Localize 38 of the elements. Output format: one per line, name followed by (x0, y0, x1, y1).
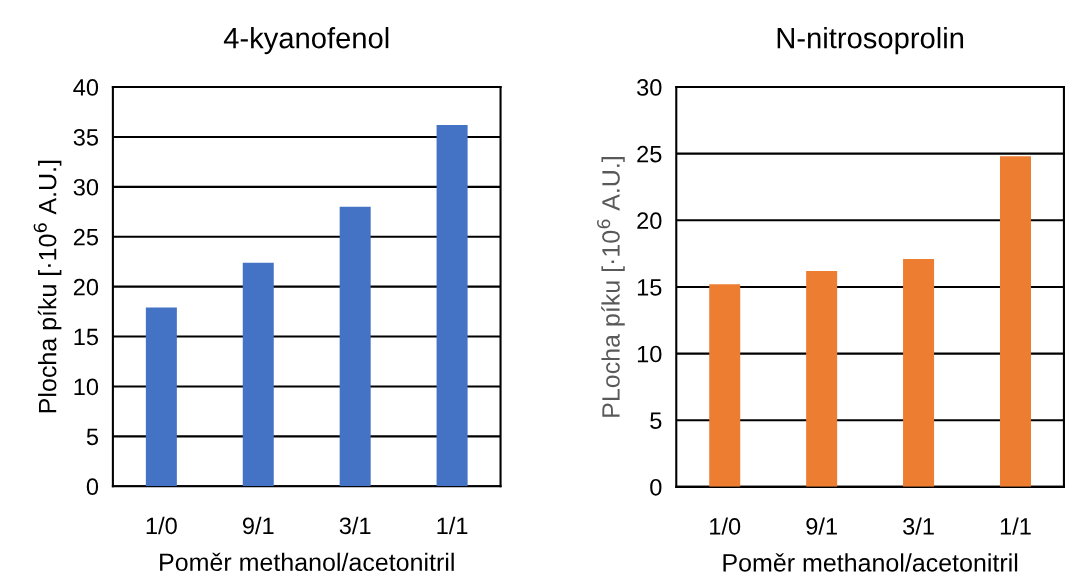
x-axis-title: Poměr methanol/acetonitril (160, 552, 454, 572)
x-tick-label: 3/1 (339, 516, 371, 535)
x-tick-label: 3/1 (903, 517, 934, 535)
bar (709, 284, 741, 487)
bar (339, 206, 371, 487)
y-tick-label: 10 (637, 345, 662, 363)
y-tick-label: 0 (86, 478, 99, 496)
y-tick-label: 20 (637, 212, 662, 230)
bar (806, 270, 838, 487)
y-tick-label: 15 (637, 279, 662, 296)
y-tick-label: 25 (73, 228, 99, 246)
y-tick-label: 25 (637, 145, 662, 163)
y-tick-label: 30 (637, 79, 662, 96)
y-tick-label: 5 (650, 412, 662, 430)
y-axis-title: Plocha píku [·10$^{6}$ A.U.] (33, 160, 62, 413)
x-tick-label: 9/1 (806, 517, 837, 535)
x-tick-label: 1/1 (1000, 517, 1031, 535)
chart-title: 4-kyanofenol (223, 27, 389, 55)
bar (903, 258, 935, 487)
y-axis-title: PLocha píku [·10$^{6}$ A.U.] (597, 157, 625, 417)
x-axis-title: Poměr methanol/acetonitril (723, 553, 1018, 572)
x-tick-label: 9/1 (242, 516, 274, 535)
bar (436, 124, 468, 487)
bar (242, 262, 274, 487)
bar (999, 156, 1031, 487)
y-tick-label: 40 (73, 79, 99, 96)
x-tick-label: 1/0 (146, 516, 177, 535)
y-tick-label: 15 (74, 328, 99, 346)
y-tick-label: 5 (86, 428, 99, 446)
bar (145, 307, 177, 487)
y-tick-label: 20 (73, 278, 99, 296)
y-tick-label: 10 (74, 378, 99, 396)
y-tick-label: 35 (73, 129, 99, 146)
x-tick-label: 1/1 (437, 516, 468, 535)
chart-title: N-nitrosoprolin (777, 27, 964, 55)
y-tick-label: 0 (650, 478, 662, 496)
y-tick-label: 30 (73, 178, 99, 196)
x-tick-label: 1/0 (710, 517, 741, 535)
